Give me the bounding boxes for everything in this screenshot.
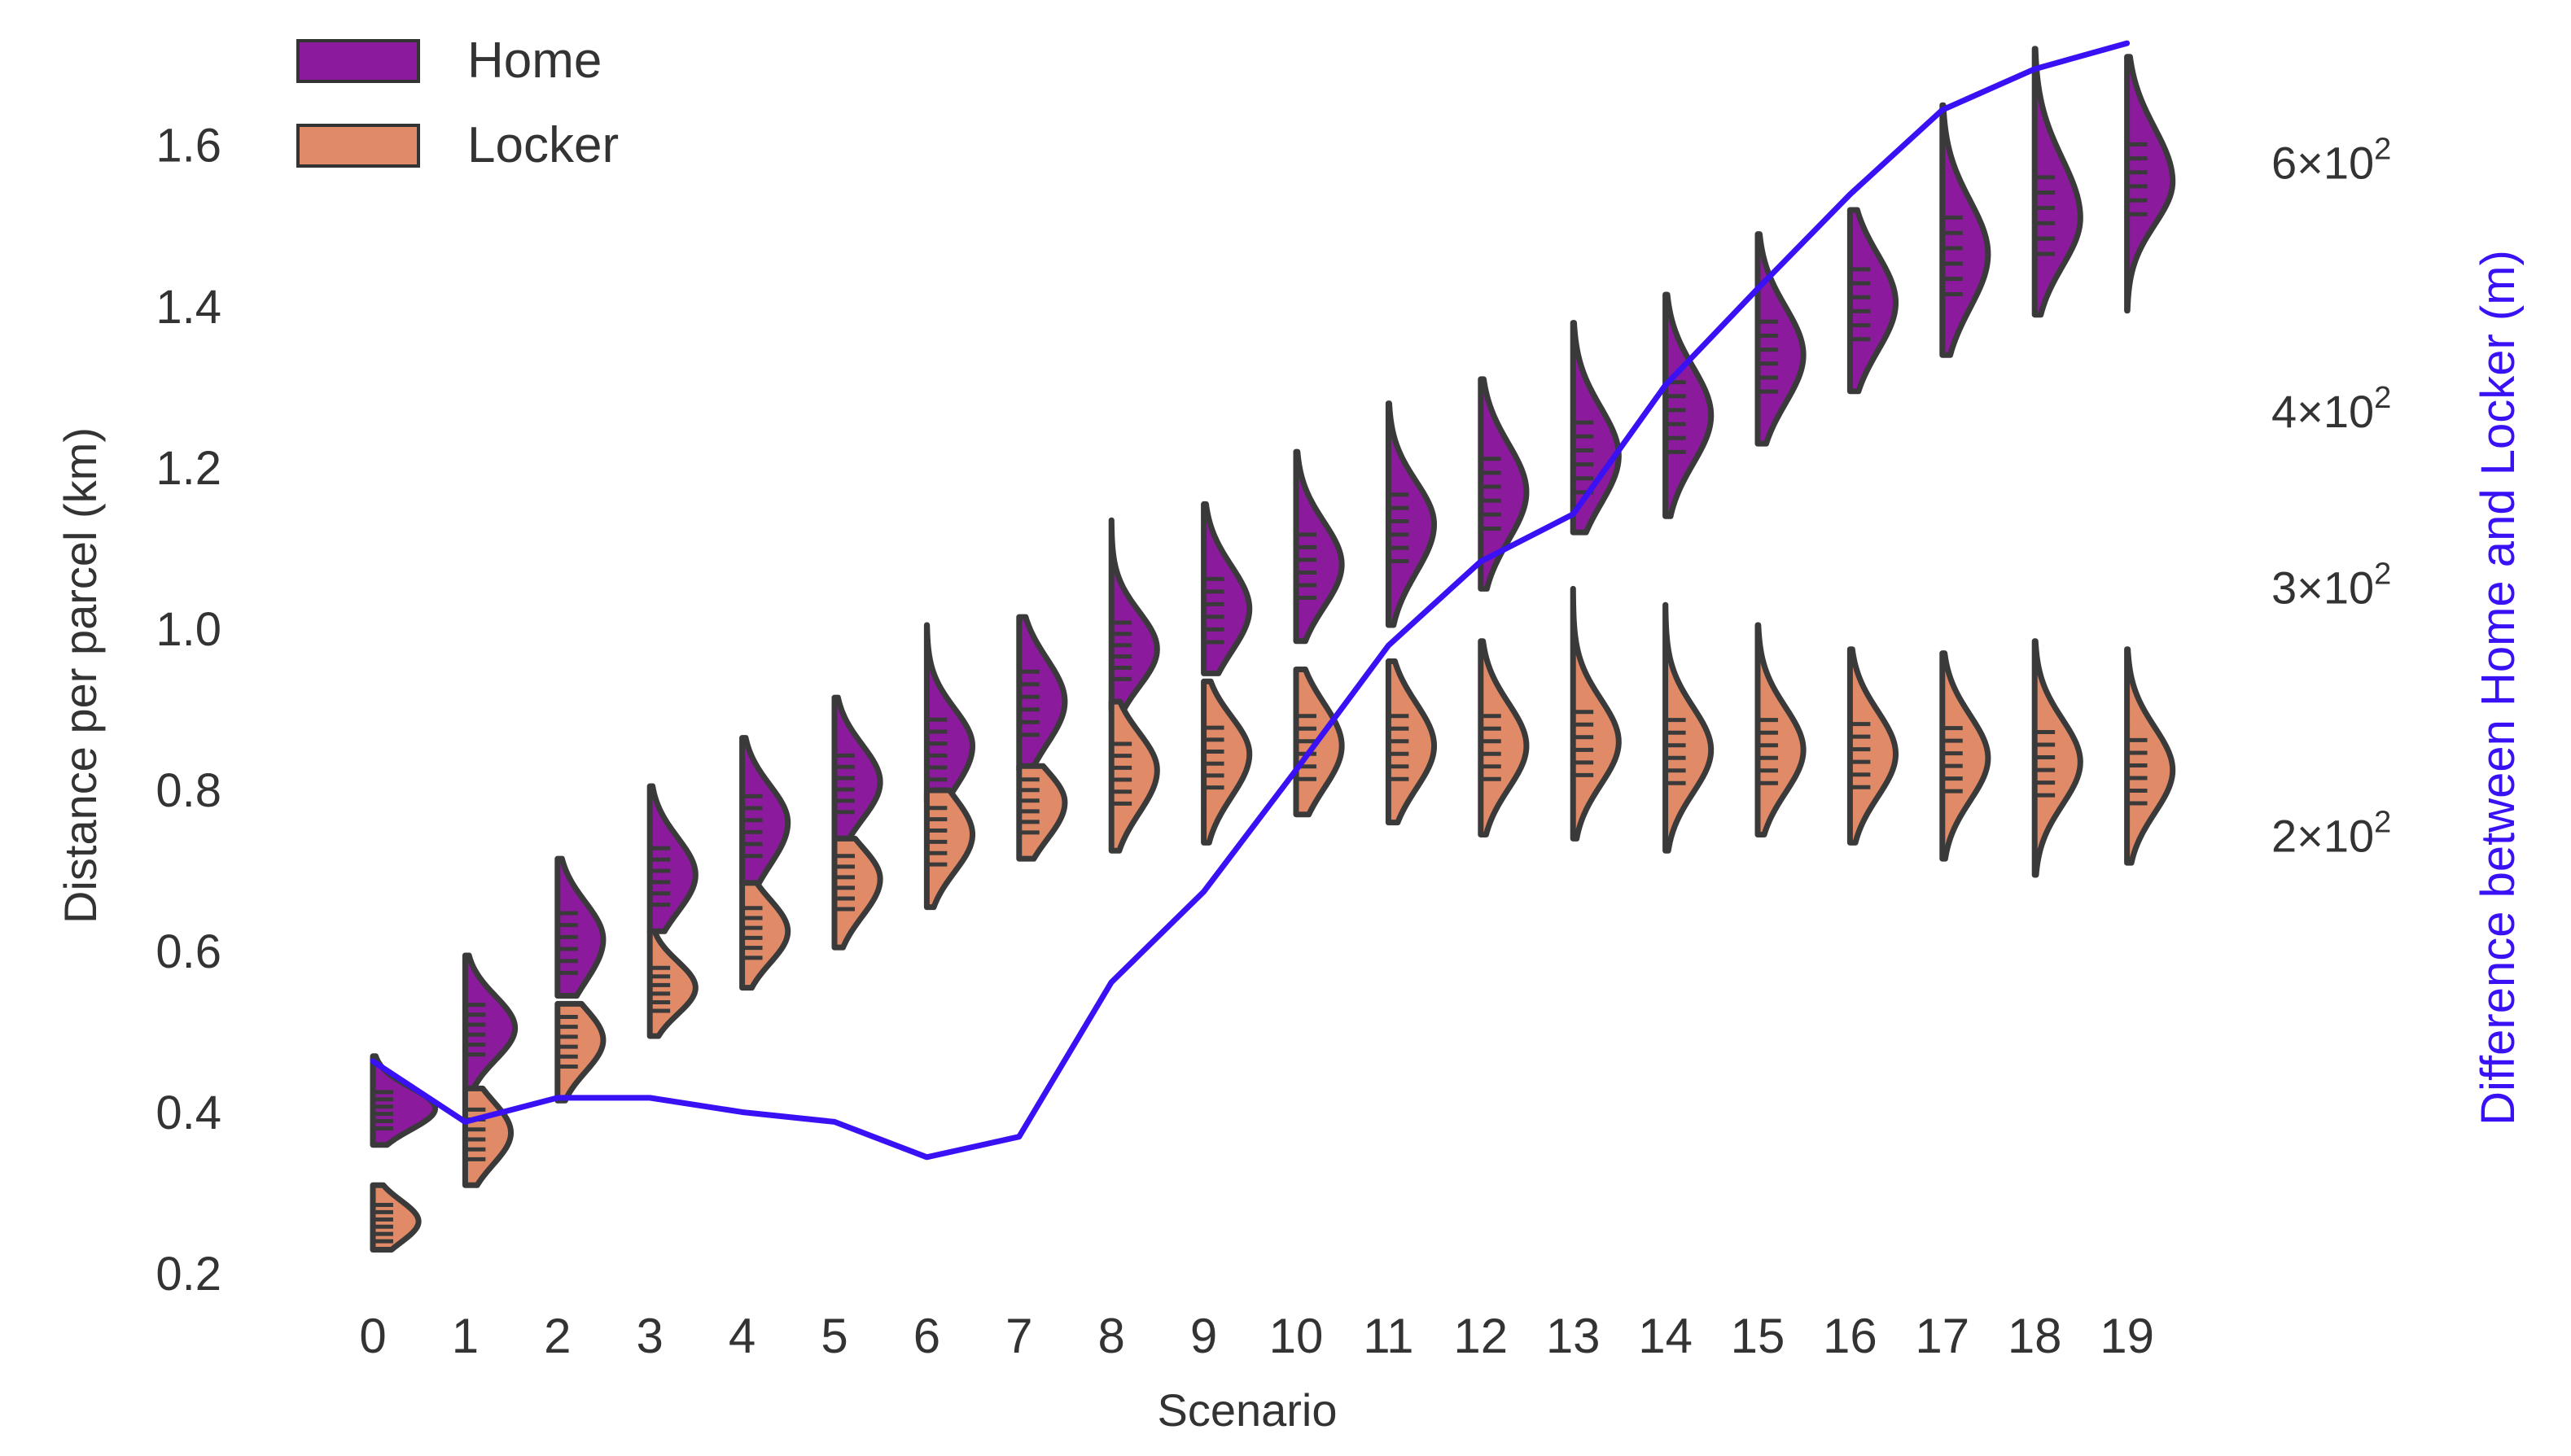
locker-violin-9 [1201,678,1253,846]
y-axis-label: Distance per parcel (km) [55,427,106,924]
y-tick-label: 1.6 [155,120,221,173]
y-tick-label: 0.4 [155,1087,221,1139]
y-tick-label: 0.8 [155,764,221,817]
x-axis-label: Scenario [1157,1384,1337,1436]
x-tick-label: 13 [1546,1309,1601,1363]
x-tick-label: 19 [2100,1309,2154,1363]
x-tick-label: 8 [1098,1309,1125,1363]
difference-line [370,40,2131,1161]
home-violin-19 [2124,54,2176,314]
right-tick-label: 6×102 [2271,133,2391,189]
locker-violin-14 [1662,601,1715,854]
right-tick-label: 4×102 [2271,381,2391,437]
x-tick-label: 12 [1453,1309,1508,1363]
x-tick-label: 1 [452,1309,479,1363]
y-tick-label: 0.6 [155,925,221,978]
x-tick-label: 10 [1269,1309,1324,1363]
x-tick-label: 18 [2008,1309,2062,1363]
x-tick-label: 7 [1005,1309,1032,1363]
y-tick-label: 0.2 [155,1248,221,1301]
x-tick-label: 3 [637,1309,664,1363]
locker-violin-11 [1385,658,1438,826]
legend: Home Locker [296,33,619,173]
x-tick-label: 14 [1638,1309,1693,1363]
home-violin-16 [1846,207,1899,395]
home-violin-14 [1662,291,1715,519]
locker-violin-12 [1478,638,1530,837]
x-tick-label: 17 [1915,1309,1969,1363]
y-tick-label: 1.4 [155,281,221,334]
legend-swatch-locker [296,124,420,168]
home-violin-5 [831,694,883,842]
x-tick-label: 15 [1731,1309,1785,1363]
right-axis-ticks: 2×102 3×102 4×102 6×102 [2271,133,2391,862]
x-tick-label: 9 [1190,1309,1217,1363]
locker-violin-19 [2124,646,2176,866]
x-axis-ticks: 0 1 2 3 4 5 6 7 8 9 10 11 12 13 14 15 16 17 18 19 [359,1309,2154,1363]
home-violin-7 [1016,614,1068,773]
locker-violin-18 [2031,638,2083,878]
x-tick-label: 6 [913,1309,940,1363]
x-tick-label: 11 [1363,1309,1413,1363]
violin-layer [370,46,2176,1253]
legend-swatch-home [296,39,420,83]
x-tick-label: 2 [544,1309,571,1363]
right-axis-label: Difference between Home and Locker (m) [2472,250,2525,1126]
right-tick-label: 2×102 [2271,806,2391,862]
locker-violin-8 [1108,698,1160,854]
home-violin-11 [1385,400,1438,628]
y-tick-label: 1.2 [155,442,221,495]
locker-violin-17 [1939,650,1991,862]
y-axis-ticks: 0.2 0.4 0.6 0.8 1.0 1.2 1.4 1.6 [155,120,221,1301]
legend-label-locker: Locker [467,117,619,173]
home-violin-12 [1478,376,1530,592]
x-tick-label: 5 [821,1309,848,1363]
x-tick-label: 16 [1823,1309,1877,1363]
home-violin-8 [1108,517,1160,713]
home-violin-18 [2031,46,2083,318]
home-violin-6 [923,622,976,806]
x-tick-label: 4 [729,1309,756,1363]
x-tick-label: 0 [359,1309,386,1363]
y-tick-label: 1.0 [155,603,221,656]
home-violin-10 [1293,448,1345,645]
legend-label-home: Home [467,33,602,89]
locker-violin-16 [1846,646,1899,846]
right-tick-label: 3×102 [2271,557,2391,613]
home-violin-4 [739,735,791,886]
